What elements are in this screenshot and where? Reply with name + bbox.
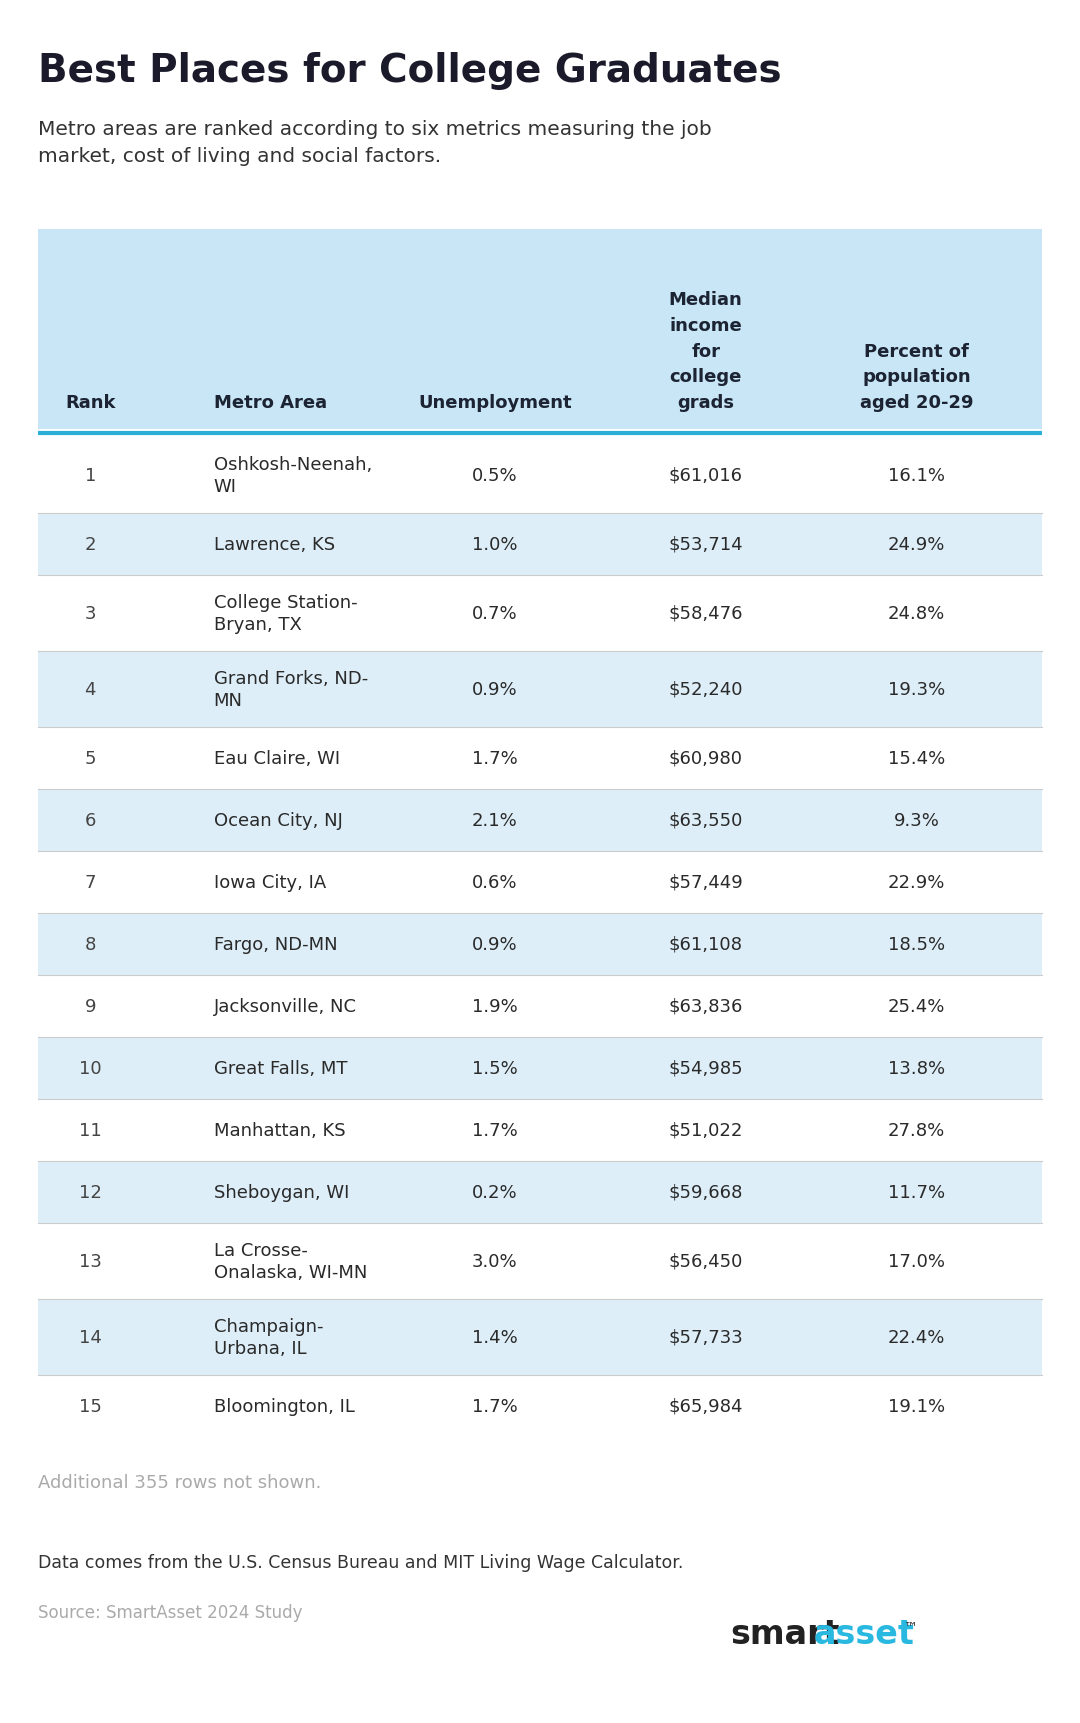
Text: smart: smart — [730, 1618, 839, 1651]
Text: 1.4%: 1.4% — [472, 1328, 517, 1346]
Text: 19.1%: 19.1% — [888, 1397, 945, 1415]
Text: 1.9%: 1.9% — [472, 998, 517, 1015]
Text: Grand Forks, ND-
MN: Grand Forks, ND- MN — [214, 669, 368, 710]
Text: 24.9%: 24.9% — [888, 536, 945, 553]
Text: 2: 2 — [84, 536, 96, 553]
Text: 22.9%: 22.9% — [888, 874, 945, 891]
Text: 24.8%: 24.8% — [888, 605, 945, 622]
Text: $61,016: $61,016 — [669, 467, 743, 484]
Text: 13: 13 — [79, 1253, 102, 1270]
Text: Eau Claire, WI: Eau Claire, WI — [214, 750, 340, 767]
Text: Ocean City, NJ: Ocean City, NJ — [214, 812, 342, 829]
Text: $58,476: $58,476 — [669, 605, 743, 622]
Bar — [38, 1037, 1042, 1099]
Text: $57,733: $57,733 — [669, 1328, 743, 1346]
Text: 25.4%: 25.4% — [888, 998, 945, 1015]
Text: 11: 11 — [79, 1122, 102, 1139]
Bar — [38, 651, 1042, 727]
Text: Bloomington, IL: Bloomington, IL — [214, 1397, 354, 1415]
Bar — [38, 1299, 1042, 1375]
Text: $59,668: $59,668 — [669, 1184, 743, 1201]
Text: 7: 7 — [84, 874, 96, 891]
Text: $51,022: $51,022 — [669, 1122, 743, 1139]
Text: $63,836: $63,836 — [669, 998, 743, 1015]
Text: Percent of
population
aged 20-29: Percent of population aged 20-29 — [860, 343, 973, 412]
Bar — [38, 913, 1042, 975]
Text: 0.7%: 0.7% — [472, 605, 517, 622]
Text: 15.4%: 15.4% — [888, 750, 945, 767]
Text: asset: asset — [814, 1618, 915, 1651]
Text: $56,450: $56,450 — [669, 1253, 743, 1270]
Text: 14: 14 — [79, 1328, 102, 1346]
Text: Rank: Rank — [65, 395, 116, 412]
Text: Median
income
for
college
grads: Median income for college grads — [669, 291, 743, 412]
Text: 18.5%: 18.5% — [888, 936, 945, 953]
Text: ™: ™ — [904, 1620, 918, 1633]
Text: Iowa City, IA: Iowa City, IA — [214, 874, 326, 891]
Bar — [38, 229, 1042, 429]
Text: $65,984: $65,984 — [669, 1397, 743, 1415]
Text: $61,108: $61,108 — [669, 936, 743, 953]
Text: Additional 355 rows not shown.: Additional 355 rows not shown. — [38, 1473, 322, 1490]
Bar — [38, 789, 1042, 851]
Text: Metro areas are ranked according to six metrics measuring the job
market, cost o: Metro areas are ranked according to six … — [38, 121, 712, 165]
Bar — [38, 1161, 1042, 1223]
Text: 27.8%: 27.8% — [888, 1122, 945, 1139]
Text: 11.7%: 11.7% — [888, 1184, 945, 1201]
Text: Metro Area: Metro Area — [214, 395, 327, 412]
Text: 16.1%: 16.1% — [888, 467, 945, 484]
Text: 22.4%: 22.4% — [888, 1328, 945, 1346]
Text: $63,550: $63,550 — [669, 812, 743, 829]
Text: Source: SmartAsset 2024 Study: Source: SmartAsset 2024 Study — [38, 1602, 302, 1621]
Text: 13.8%: 13.8% — [888, 1060, 945, 1077]
Text: Jacksonville, NC: Jacksonville, NC — [214, 998, 356, 1015]
Text: Manhattan, KS: Manhattan, KS — [214, 1122, 346, 1139]
Text: 8: 8 — [84, 936, 96, 953]
Text: Best Places for College Graduates: Best Places for College Graduates — [38, 52, 782, 90]
Text: Champaign-
Urbana, IL: Champaign- Urbana, IL — [214, 1316, 323, 1358]
Text: 0.9%: 0.9% — [472, 936, 517, 953]
Text: 1.7%: 1.7% — [472, 1122, 517, 1139]
Text: 3.0%: 3.0% — [472, 1253, 517, 1270]
Text: 1.7%: 1.7% — [472, 750, 517, 767]
Text: 6: 6 — [84, 812, 96, 829]
Text: Fargo, ND-MN: Fargo, ND-MN — [214, 936, 337, 953]
Text: $60,980: $60,980 — [669, 750, 743, 767]
Text: 1: 1 — [84, 467, 96, 484]
Text: $54,985: $54,985 — [669, 1060, 743, 1077]
Text: 0.5%: 0.5% — [472, 467, 517, 484]
Text: 1.0%: 1.0% — [472, 536, 517, 553]
Text: 12: 12 — [79, 1184, 102, 1201]
Text: 0.9%: 0.9% — [472, 681, 517, 698]
Text: 2.1%: 2.1% — [472, 812, 517, 829]
Text: 1.5%: 1.5% — [472, 1060, 517, 1077]
Text: 10: 10 — [79, 1060, 102, 1077]
Text: 9: 9 — [84, 998, 96, 1015]
Text: Unemployment: Unemployment — [418, 395, 571, 412]
Text: Oshkosh-Neenah,
WI: Oshkosh-Neenah, WI — [214, 455, 372, 496]
Text: Great Falls, MT: Great Falls, MT — [214, 1060, 347, 1077]
Text: La Crosse-
Onalaska, WI-MN: La Crosse- Onalaska, WI-MN — [214, 1241, 367, 1282]
Text: 4: 4 — [84, 681, 96, 698]
Text: 3: 3 — [84, 605, 96, 622]
Text: $57,449: $57,449 — [669, 874, 743, 891]
Text: 5: 5 — [84, 750, 96, 767]
Text: Lawrence, KS: Lawrence, KS — [214, 536, 335, 553]
Text: 9.3%: 9.3% — [893, 812, 940, 829]
Text: College Station-
Bryan, TX: College Station- Bryan, TX — [214, 593, 357, 634]
Text: 1.7%: 1.7% — [472, 1397, 517, 1415]
Text: 19.3%: 19.3% — [888, 681, 945, 698]
Text: 15: 15 — [79, 1397, 102, 1415]
Text: $53,714: $53,714 — [669, 536, 743, 553]
Bar — [38, 513, 1042, 575]
Text: Data comes from the U.S. Census Bureau and MIT Living Wage Calculator.: Data comes from the U.S. Census Bureau a… — [38, 1552, 684, 1571]
Text: 17.0%: 17.0% — [888, 1253, 945, 1270]
Text: 0.2%: 0.2% — [472, 1184, 517, 1201]
Text: $52,240: $52,240 — [669, 681, 743, 698]
Text: 0.6%: 0.6% — [472, 874, 517, 891]
Text: Sheboygan, WI: Sheboygan, WI — [214, 1184, 349, 1201]
